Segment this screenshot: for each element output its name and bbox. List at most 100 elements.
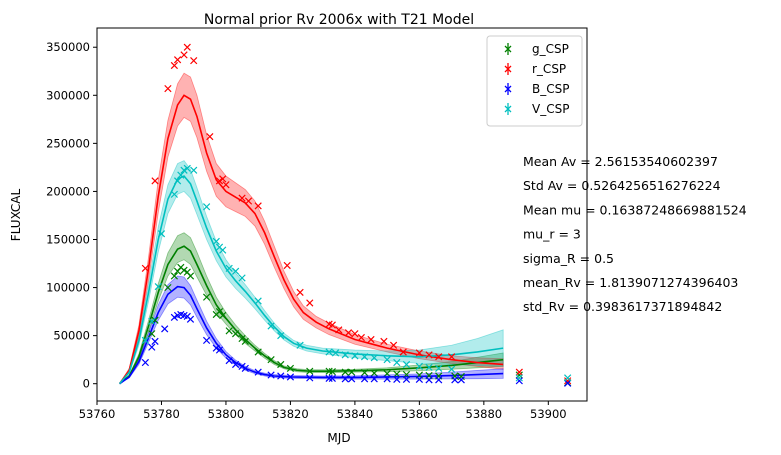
series-band-r_CSP [119, 72, 504, 384]
data-point-B_CSP [215, 346, 224, 354]
data-point-B_CSP [161, 325, 169, 333]
data-point-g_CSP [306, 367, 314, 375]
data-point-r_CSP [351, 330, 359, 338]
data-point-V_CSP [202, 203, 211, 211]
data-point-B_CSP [341, 375, 349, 383]
annotation-text: Mean mu = 0.16387248669881524 [523, 202, 747, 217]
data-point-B_CSP [393, 375, 401, 383]
data-point-g_CSP [277, 360, 285, 369]
data-point-V_CSP [331, 349, 340, 357]
data-point-B_CSP [277, 372, 285, 380]
data-point-r_CSP [190, 57, 198, 65]
data-point-V_CSP [177, 171, 185, 179]
annotations: Mean Av = 2.56153540602397 Std Av = 0.526… [523, 154, 747, 314]
data-point-V_CSP [183, 164, 191, 172]
legend-label: r_CSP [532, 62, 566, 76]
data-point-V_CSP [157, 230, 166, 238]
data-point-r_CSP [244, 197, 253, 205]
data-point-B_CSP [148, 343, 156, 351]
data-point-B_CSP [225, 356, 233, 365]
y-tick-label: 300000 [46, 88, 90, 102]
data-point-V_CSP [351, 352, 359, 360]
y-tick-label: 350000 [46, 40, 90, 54]
data-point-r_CSP [380, 337, 388, 346]
legend-label: g_CSP [532, 42, 569, 56]
x-tick-label: 53860 [401, 407, 438, 421]
data-point-B_CSP [170, 313, 178, 321]
data-point-B_CSP [415, 375, 423, 383]
series-model-line-r_CSP [118, 94, 504, 385]
data-point-V_CSP [225, 264, 233, 272]
data-point-V_CSP [296, 341, 304, 349]
data-point-V_CSP [148, 317, 156, 325]
data-point-g_CSP [164, 283, 172, 292]
legend-marker-r_CSP [504, 65, 512, 73]
data-point-r_CSP [447, 353, 456, 361]
data-point-V_CSP [141, 336, 149, 345]
data-point-r_CSP [206, 133, 214, 141]
legend-label: B_CSP [532, 82, 569, 96]
y-tick-label: 0 [83, 377, 90, 391]
annotation-text: mean_Rv = 1.8139071274396403 [523, 275, 738, 290]
data-point-r_CSP [173, 56, 182, 64]
data-point-r_CSP [180, 51, 188, 59]
x-axis: 53760 53780 53800 53820 53840 53860 53880 53900 [79, 401, 567, 421]
data-point-V_CSP [238, 274, 246, 282]
x-tick-label: 53880 [466, 407, 503, 421]
data-point-g_CSP [383, 369, 391, 378]
data-point-g_CSP [360, 369, 369, 377]
data-point-B_CSP [402, 375, 411, 383]
x-tick-label: 53780 [143, 407, 180, 421]
data-point-r_CSP [344, 329, 353, 337]
data-point-r_CSP [435, 353, 443, 361]
data-point-g_CSP [286, 364, 295, 372]
data-point-r_CSP [306, 299, 314, 307]
data-point-V_CSP [231, 267, 240, 275]
data-point-B_CSP [325, 374, 333, 383]
data-point-g_CSP [231, 330, 240, 338]
x-tick-label: 53900 [530, 407, 567, 421]
data-point-r_CSP [219, 175, 227, 183]
data-point-B_CSP [435, 376, 443, 384]
data-point-g_CSP [170, 272, 178, 280]
legend-box [486, 35, 583, 127]
data-point-B_CSP [202, 336, 211, 345]
data-point-V_CSP [190, 166, 198, 174]
data-point-B_CSP [212, 344, 220, 352]
data-point-B_CSP [241, 364, 249, 372]
data-point-r_CSP [515, 368, 523, 376]
data-point-g_CSP [341, 368, 349, 376]
data-point-g_CSP [457, 372, 465, 381]
data-point-B_CSP [238, 362, 246, 371]
annotation-text: Mean Av = 2.56153540602397 [523, 154, 718, 169]
data-point-V_CSP [435, 364, 443, 372]
data-point-B_CSP [515, 377, 523, 385]
axes-frame [96, 27, 588, 402]
data-point-r_CSP [328, 321, 336, 329]
y-tick-label: 50000 [53, 329, 90, 343]
data-point-B_CSP [254, 368, 262, 376]
data-point-r_CSP [238, 194, 246, 202]
data-point-g_CSP [241, 337, 249, 346]
data-point-g_CSP [186, 272, 195, 280]
data-point-B_CSP [151, 337, 159, 346]
legend-marker-V_CSP [504, 105, 512, 113]
legend-marker-B_CSP [504, 85, 512, 93]
data-point-V_CSP [341, 351, 349, 359]
y-tick-label: 250000 [46, 136, 90, 150]
data-point-g_CSP [393, 370, 401, 378]
data-point-V_CSP [393, 358, 401, 367]
data-point-V_CSP [415, 362, 423, 371]
data-point-g_CSP [328, 368, 336, 376]
annotation-text: std_Rv = 0.3983617371894842 [523, 299, 722, 314]
data-point-V_CSP [277, 332, 285, 340]
data-point-B_CSP [360, 375, 369, 383]
data-point-g_CSP [202, 293, 211, 301]
data-point-r_CSP [425, 351, 433, 359]
data-point-r_CSP [151, 177, 159, 185]
data-point-r_CSP [215, 177, 224, 185]
data-point-r_CSP [564, 377, 572, 385]
data-point-r_CSP [164, 84, 172, 93]
data-point-V_CSP [325, 348, 333, 356]
